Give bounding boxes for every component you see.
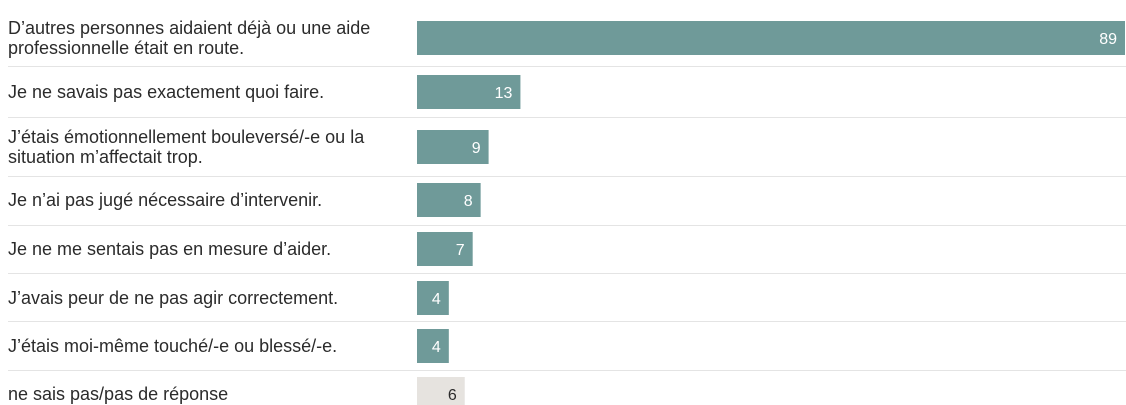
bar (417, 130, 489, 164)
value-label: 89 (1099, 31, 1117, 48)
category-label: ne sais pas/pas de réponse (8, 384, 228, 404)
category-labels: D’autres personnes aidaient déjà ou une … (8, 18, 370, 404)
bar (417, 281, 449, 315)
category-label: J’étais émotionnellement bouleversé/-e o… (8, 127, 365, 167)
category-label: D’autres personnes aidaient déjà ou une … (8, 18, 370, 58)
category-label: Je n’ai pas jugé nécessaire d’intervenir… (8, 190, 322, 210)
bar (417, 232, 473, 266)
value-label: 4 (432, 291, 441, 308)
category-label: Je ne savais pas exactement quoi faire. (8, 82, 324, 102)
value-label: 6 (448, 387, 457, 404)
row-dividers (8, 66, 1126, 371)
category-label: J’avais peur de ne pas agir correctement… (8, 288, 338, 308)
bars (417, 21, 1125, 405)
category-label: J’étais moi-même touché/-e ou blessé/-e. (8, 336, 337, 356)
bar (417, 183, 481, 217)
bar (417, 75, 521, 109)
bar (417, 21, 1125, 55)
value-label: 4 (432, 339, 441, 356)
category-label: Je ne me sentais pas en mesure d’aider. (8, 239, 331, 259)
bar (417, 377, 465, 405)
value-label: 7 (456, 242, 465, 259)
value-label: 9 (472, 140, 481, 157)
value-label: 8 (464, 193, 473, 210)
bar (417, 329, 449, 363)
value-label: 13 (495, 85, 513, 102)
value-labels: 89 13 9 8 7 4 4 6 (432, 31, 1117, 404)
